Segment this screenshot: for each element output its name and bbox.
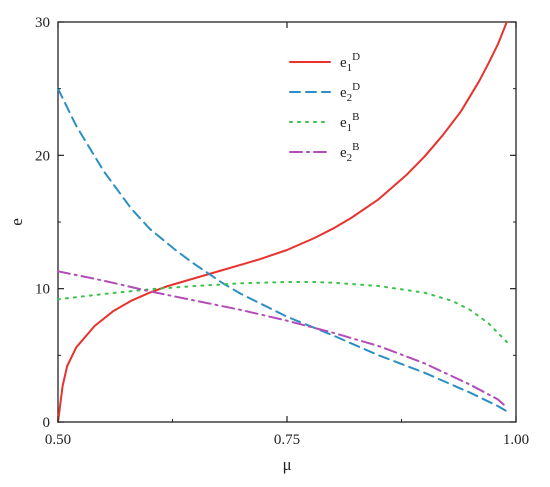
legend: e1D e2D e1B e2B	[289, 51, 360, 164]
legend-label: e1B	[340, 111, 360, 134]
y-tick-label: 30	[35, 15, 50, 31]
y-tick-label: 20	[35, 148, 50, 164]
legend-label: e2D	[340, 81, 360, 104]
legend-label: e1D	[340, 51, 360, 74]
series-line-1d	[57, 21, 508, 423]
y-tick-label: 10	[35, 282, 50, 298]
plot-area	[57, 21, 517, 423]
series-line-2d	[57, 87, 508, 413]
y-tick-label: 0	[43, 415, 51, 431]
y-axis-label: e	[7, 218, 26, 226]
series-line-2b	[57, 270, 508, 409]
x-tick-label: 0.50	[45, 432, 71, 448]
x-tick-label: 1.00	[503, 432, 529, 448]
series-line-1b	[57, 281, 508, 343]
axes: 0.50 0.75 1.00 0 10 20 30	[35, 15, 529, 448]
plot-frame	[57, 21, 517, 423]
series-lines	[57, 21, 508, 423]
x-axis-label: μ	[282, 455, 291, 474]
x-tick-label: 0.75	[274, 432, 300, 448]
legend-label: e2B	[340, 141, 360, 164]
